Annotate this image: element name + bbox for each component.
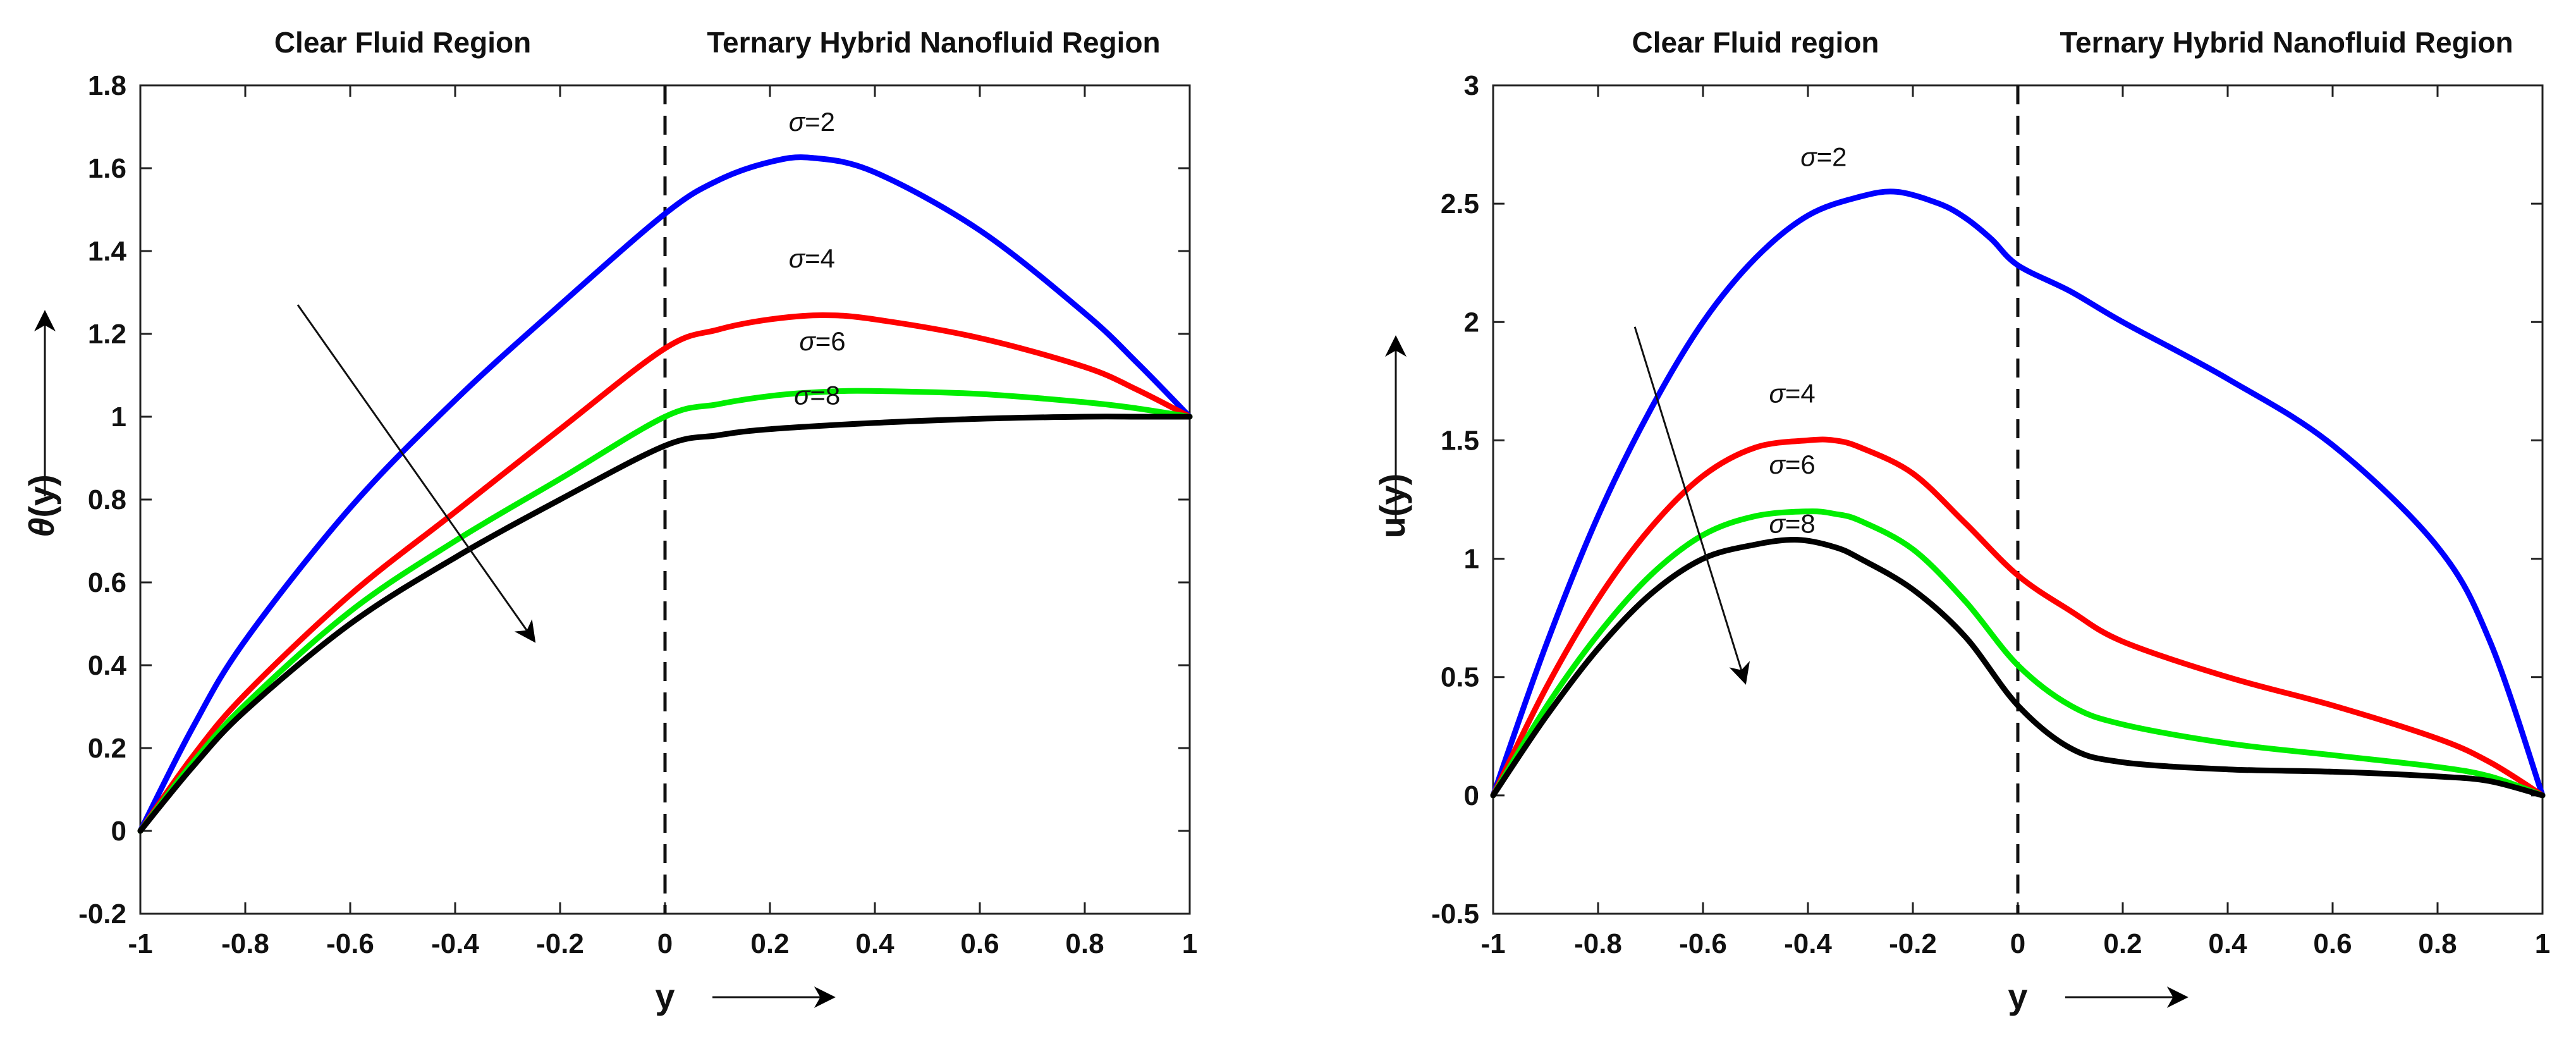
x-tick-label: 0 [657,928,673,959]
y-tick-label: 1.5 [1441,425,1479,456]
x-tick-label: -0.6 [326,928,374,959]
y-tick-label: 0.2 [88,733,126,764]
x-tick-label: -0.4 [1784,928,1832,959]
y-tick-label: 3 [1464,70,1479,101]
series-line-sigma-2 [137,154,1193,834]
series-label-value: =2 [805,107,835,137]
series-label-value: =4 [1785,379,1816,408]
series-line-sigma-6 [1490,508,2546,799]
x-tick-label: -0.6 [1679,928,1727,959]
series-label: σ=4 [1769,379,1815,408]
y-tick-label: 0.8 [88,484,126,515]
series-label: σ=6 [799,326,845,356]
x-tick-label: 0.4 [855,928,894,959]
x-tick-label: -0.2 [536,928,584,959]
series-label-param: σ [1800,142,1817,171]
y-tick-label: 0 [1464,780,1479,811]
trend-arrow [296,304,536,643]
y-axis-label: θ(y) [21,474,61,537]
series-label-param: σ [1769,508,1786,538]
series-label: σ=4 [789,243,835,273]
x-tick-label: -0.8 [221,928,269,959]
series-label-value: =6 [1785,450,1816,479]
series-label-value: =6 [815,326,846,356]
y-tick-label: 1.8 [88,70,126,101]
y-tick-label: 0.5 [1441,662,1479,693]
series-label: σ=2 [1800,142,1847,171]
series-label-param: σ [1769,379,1786,408]
x-tick-label: -0.8 [1574,928,1622,959]
region-label-nanofluid: Ternary Hybrid Nanofluid Region [2060,26,2513,59]
y-axis-label-symbol: θ [21,518,61,537]
x-tick-label: -1 [1480,928,1505,959]
series-label-param: σ [794,380,811,410]
region-label-clear-fluid: Clear Fluid Region [274,26,531,59]
x-tick-label: 1 [1182,928,1197,959]
series-line-sigma-4 [137,312,1193,834]
velocity-chart: -1 -0.8 -0.6 -0.4 -0.2 0 0.2 0.4 0.6 0.8 1 -0.5 0 0.5… [1372,26,2550,1016]
y-tick-label: -0.2 [78,899,126,930]
x-tick-label: 0 [2010,928,2025,959]
series-line-sigma-2 [1490,188,2546,799]
series-label-param: σ [1769,450,1786,479]
y-tick-label: 1 [111,402,126,433]
x-tick-label: 0.6 [960,928,999,959]
x-tick-label: 0.8 [2418,928,2457,959]
series-label: σ=8 [1769,508,1815,538]
x-tick-label: 0.2 [2103,928,2142,959]
series-label: σ=8 [794,380,840,410]
x-tick-label: -1 [128,928,152,959]
x-tick-label: 0.6 [2313,928,2352,959]
y-tick-label: 0.4 [88,650,127,681]
y-tick-label: 0.6 [88,567,126,598]
series-label-param: σ [799,326,816,356]
y-tick-label: 2.5 [1441,188,1479,219]
x-tick-label: 0.2 [750,928,789,959]
x-tick-label: -0.4 [431,928,479,959]
series-label-value: =4 [805,243,835,273]
region-label-nanofluid: Ternary Hybrid Nanofluid Region [707,26,1160,59]
y-tick-label: 2 [1464,307,1479,338]
series-label: σ=2 [789,107,835,137]
series-line-sigma-8 [1490,537,2546,799]
series-label-param: σ [789,243,806,273]
series-label-value: =8 [1785,508,1816,538]
series-line-sigma-4 [1490,436,2546,799]
y-axis-label: u(y) [1372,474,1412,539]
y-tick-label: 1.4 [88,236,127,267]
series-line-sigma-8 [137,414,1193,834]
series-line-sigma-6 [137,388,1193,834]
y-tick-label: 1.2 [88,319,126,350]
region-label-clear-fluid: Clear Fluid region [1632,26,1879,59]
y-tick-label: 1 [1464,544,1479,575]
y-tick-label: -0.5 [1431,899,1479,930]
x-axis-label: y [655,976,675,1016]
y-axis-label-rest: (y) [21,474,61,517]
y-tick-label: 1.6 [88,153,126,184]
x-tick-label: -0.2 [1889,928,1937,959]
series-label-value: =2 [1817,142,1847,171]
x-axis-label: y [2008,976,2027,1016]
series-label-param: σ [789,107,806,137]
trend-arrow [1633,326,1750,685]
x-tick-label: 0.4 [2208,928,2247,959]
x-tick-label: 0.8 [1065,928,1104,959]
series-label: σ=6 [1769,450,1815,479]
x-tick-label: 1 [2535,928,2550,959]
series-label-value: =8 [810,380,840,410]
y-tick-label: 0 [111,816,126,847]
theta-chart: -1 -0.8 -0.6 -0.4 -0.2 0 0.2 0.4 0.6 0.8 1 -0.2 0 0.2… [21,26,1197,1016]
